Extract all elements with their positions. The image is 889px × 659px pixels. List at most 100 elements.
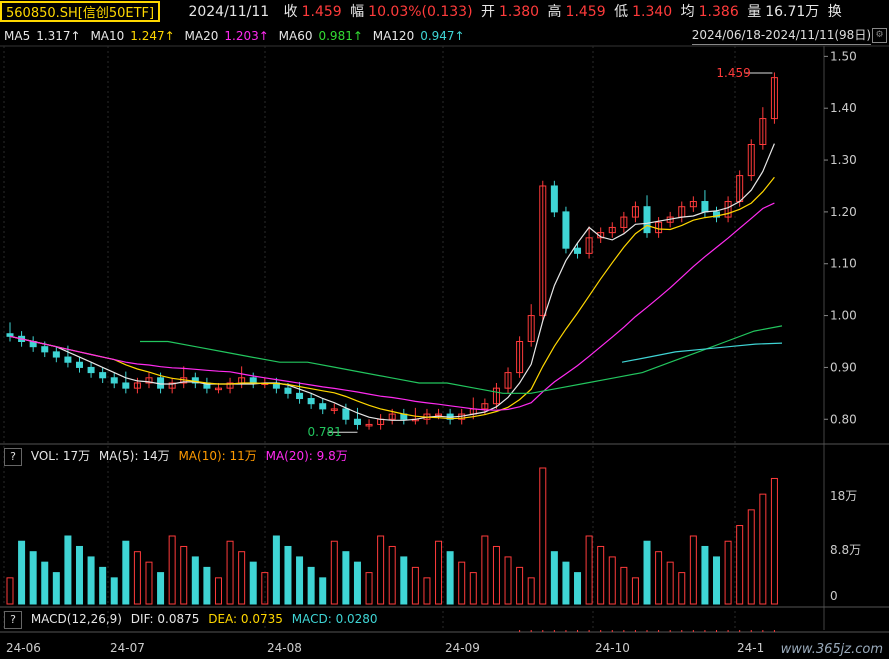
volume-bar bbox=[133, 551, 141, 605]
volume-bar bbox=[64, 535, 72, 605]
candle bbox=[492, 387, 500, 405]
volume-bar bbox=[562, 561, 570, 605]
volume-bar bbox=[608, 556, 616, 605]
date-range[interactable]: 2024/06/18-2024/11/11(98日) bbox=[691, 26, 871, 45]
volume-bar bbox=[435, 540, 443, 605]
volume-value: 16.71万 bbox=[765, 4, 820, 20]
volume-bar bbox=[203, 566, 211, 605]
date-tick-label: 24-10 bbox=[595, 641, 630, 655]
volume-bar bbox=[388, 545, 396, 605]
volume-bar bbox=[620, 566, 628, 605]
volume-bar bbox=[643, 540, 651, 605]
ma120-line bbox=[621, 342, 783, 363]
candle bbox=[527, 315, 535, 343]
candle bbox=[296, 392, 304, 400]
ma60-label: MA60 bbox=[278, 29, 313, 43]
volume-bar bbox=[724, 540, 732, 605]
help-icon[interactable]: ? bbox=[4, 611, 22, 629]
volume-bar bbox=[585, 535, 593, 605]
volume-bar bbox=[423, 577, 431, 605]
open-label: 开 bbox=[481, 4, 495, 20]
candle bbox=[585, 237, 593, 254]
volume-bar bbox=[411, 566, 419, 605]
candle bbox=[330, 408, 338, 411]
candle bbox=[388, 413, 396, 420]
volume-bar bbox=[122, 540, 130, 605]
candle bbox=[87, 366, 95, 374]
volume-bar bbox=[75, 545, 83, 605]
volume-bar bbox=[180, 545, 188, 605]
candle bbox=[52, 351, 60, 358]
ma60-line bbox=[140, 325, 783, 394]
settings-icon[interactable]: ⚙ bbox=[872, 28, 887, 43]
volume-bar bbox=[516, 566, 524, 605]
candle bbox=[6, 333, 14, 337]
date-tick-label: 24-08 bbox=[267, 641, 302, 655]
ma5-line bbox=[9, 143, 775, 421]
candle bbox=[122, 382, 130, 389]
volume-bar bbox=[701, 545, 709, 605]
ma-legend: MA5 1.317↑ MA10 1.247↑ MA20 1.203↑ MA60 0.98… bbox=[0, 26, 889, 46]
help-icon[interactable]: ? bbox=[4, 448, 22, 466]
price-tick-label: 1.20 bbox=[830, 205, 857, 219]
volume-bar bbox=[597, 545, 605, 605]
high-label: 1.459 bbox=[716, 66, 750, 80]
price-tick-label: 1.10 bbox=[830, 257, 857, 271]
volume-bar bbox=[492, 545, 500, 605]
macd-label: MACD: 0.0280 bbox=[291, 612, 378, 626]
price-tick-label: 0.90 bbox=[830, 360, 857, 374]
volume-bar bbox=[249, 561, 257, 605]
avg-label: 均 bbox=[680, 4, 695, 20]
low-value: 1.340 bbox=[632, 4, 673, 20]
volume-bar bbox=[365, 572, 373, 605]
candle bbox=[226, 382, 234, 389]
volume-bar bbox=[307, 566, 315, 605]
volume-bar bbox=[747, 509, 755, 605]
candle bbox=[631, 206, 639, 218]
volume-bar bbox=[191, 556, 199, 605]
volume-bar bbox=[261, 572, 269, 605]
candle bbox=[284, 387, 292, 394]
candle bbox=[747, 144, 755, 177]
date-tick-label: 24-06 bbox=[6, 641, 41, 655]
volume-bar bbox=[736, 525, 744, 605]
close-label: 收 bbox=[283, 4, 298, 20]
candle bbox=[157, 377, 165, 389]
volume-tick-label: 8.8万 bbox=[830, 543, 861, 557]
ma5-label: MA5 bbox=[4, 29, 31, 43]
vol-ma5-label: MA(5): 14万 bbox=[98, 449, 170, 463]
volume-bar bbox=[678, 572, 686, 605]
volume-bar bbox=[284, 545, 292, 605]
ma10-value: 1.247↑ bbox=[130, 29, 175, 43]
candle bbox=[574, 247, 582, 254]
ticker-label[interactable]: 560850.SH[信创50ETF] bbox=[0, 1, 161, 22]
price-tick-label: 1.50 bbox=[830, 49, 857, 63]
candle bbox=[608, 226, 616, 234]
volume-bar bbox=[713, 556, 721, 605]
volume-bar bbox=[527, 577, 535, 605]
candle bbox=[724, 201, 732, 218]
candle bbox=[550, 185, 558, 213]
volume-bar bbox=[759, 493, 767, 605]
high-value: 1.459 bbox=[565, 4, 606, 20]
volume-bar bbox=[330, 540, 338, 605]
candle bbox=[701, 201, 709, 213]
candle bbox=[168, 382, 176, 389]
change-label: 幅 bbox=[350, 4, 365, 20]
price-tick-label: 1.30 bbox=[830, 153, 857, 167]
volume-bar bbox=[655, 551, 663, 605]
volume-bar bbox=[377, 535, 385, 605]
vol-label: VOL: 17万 bbox=[30, 449, 91, 463]
avg-value: 1.386 bbox=[698, 4, 739, 20]
volume-bar bbox=[689, 535, 697, 605]
volume-bar bbox=[110, 577, 118, 605]
volume-bar bbox=[99, 566, 107, 605]
volume-bar bbox=[319, 577, 327, 605]
volume-label: 量 bbox=[747, 4, 762, 20]
volume-bar bbox=[29, 551, 37, 605]
volume-bar bbox=[539, 467, 547, 605]
volume-bar bbox=[41, 561, 49, 605]
vol-ma20-label: MA(20): 9.8万 bbox=[265, 449, 348, 463]
volume-bar bbox=[469, 572, 477, 605]
